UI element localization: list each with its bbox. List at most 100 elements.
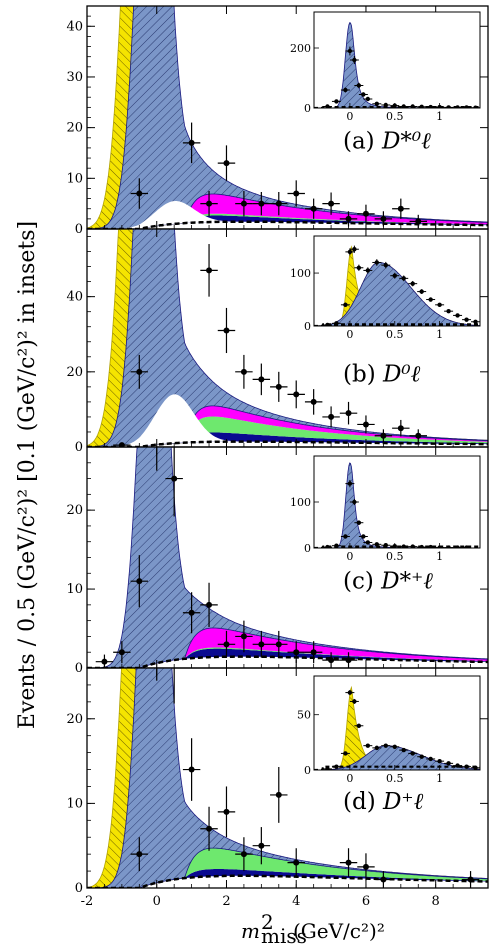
inset-data-point: [417, 544, 427, 548]
data-point: [217, 630, 236, 658]
data-point: [322, 406, 340, 428]
inset-marker: [334, 543, 339, 548]
inset-marker: [428, 104, 433, 108]
data-marker: [258, 376, 265, 383]
panel-label-channel: D⁺ℓ: [382, 789, 424, 815]
navy-component-area: [87, 432, 488, 447]
inset-marker: [365, 268, 371, 273]
inset-marker: [401, 276, 406, 281]
inset-data-point: [426, 756, 436, 762]
y-tick-label: 10: [66, 171, 83, 186]
inset-data-point: [408, 751, 418, 756]
inset-data-point: [363, 743, 373, 748]
data-point: [217, 786, 236, 838]
data-marker: [171, 475, 178, 482]
inset-marker: [365, 743, 371, 748]
x-axis-label: m 2 miss (GeV/c²)²: [241, 910, 385, 948]
inset-marker: [374, 260, 380, 265]
inset-background-line: [314, 106, 480, 108]
data-point: [200, 806, 218, 851]
inset-data-point: [358, 92, 368, 97]
data-point: [165, 0, 182, 1]
inset-marker: [446, 761, 451, 766]
x-axis-label-m: m: [241, 919, 260, 943]
white-component-area: [87, 394, 488, 447]
inset-signal-area: [314, 262, 480, 326]
inset-y-tick-label: 200: [290, 42, 311, 55]
y-tick-label: 0: [75, 222, 83, 237]
inset-marker: [401, 544, 406, 548]
inset-data-point: [381, 743, 391, 748]
data-marker: [275, 383, 282, 390]
inset-data-point: [399, 747, 409, 753]
inset-marker: [365, 96, 371, 102]
panel-c-plot: [87, 447, 488, 668]
data-point: [130, 837, 149, 872]
inset-data-point: [372, 101, 382, 107]
data-marker: [223, 160, 230, 167]
x-axis-label-sup: 2: [261, 910, 274, 934]
inset-x-tick-label: 1: [436, 772, 443, 785]
inset-marker: [392, 273, 397, 278]
panel-d-plot: [87, 668, 488, 888]
panel-label-channel: D⁰ℓ: [382, 362, 421, 388]
data-marker: [136, 368, 143, 375]
inset-marker: [464, 317, 469, 322]
data-marker: [380, 432, 387, 439]
data-marker: [275, 200, 282, 207]
inset-marker: [473, 319, 478, 324]
inset-frame: [313, 675, 481, 771]
data-point: [339, 848, 358, 877]
inset-marker: [464, 545, 469, 548]
data-point: [287, 848, 305, 877]
inset-marker: [428, 756, 433, 762]
data-point: [217, 145, 236, 181]
inset-data-point: [426, 544, 436, 548]
data-marker: [345, 215, 352, 222]
inset-marker: [455, 763, 460, 768]
data-point: [130, 555, 149, 608]
inset-data-point: [399, 275, 409, 282]
inset-c: 0 100 0 0.5 1: [290, 455, 481, 563]
data-marker: [275, 641, 282, 648]
inset-y-tick-label: 50: [297, 709, 311, 722]
inset-marker: [410, 544, 415, 548]
inset-data-point: [349, 55, 359, 65]
data-point: [252, 192, 271, 216]
inset-frame: [313, 11, 481, 109]
data-point: [173, 668, 175, 704]
data-marker: [240, 851, 247, 858]
inset-data-point: [340, 534, 350, 539]
inset-marker: [347, 690, 353, 695]
x-tick-label: 8: [432, 894, 440, 909]
data-point: [392, 419, 410, 437]
inset-marker: [334, 321, 339, 326]
inset-marker: [356, 520, 362, 525]
panel-label-channel: D*⁺ℓ: [380, 568, 433, 594]
data-point: [270, 371, 288, 402]
inset-data-point: [345, 46, 355, 56]
data-point: [130, 354, 149, 389]
inset-marker: [347, 481, 353, 486]
inset-marker: [401, 747, 406, 753]
data-point: [200, 582, 218, 627]
data-marker: [293, 649, 300, 656]
data-point: [252, 827, 271, 865]
data-point: [304, 198, 323, 219]
inset-marker: [455, 105, 460, 108]
data-point: [339, 211, 358, 227]
inset-background-line: [314, 765, 480, 770]
inset-marker: [410, 281, 415, 286]
data-marker: [240, 368, 247, 375]
data-marker: [206, 200, 213, 207]
data-marker: [380, 215, 387, 222]
inset-x-tick-label: 1: [436, 328, 443, 341]
inset-marker: [343, 751, 348, 756]
data-marker: [328, 413, 335, 420]
inset-marker: [419, 289, 424, 294]
inset-marker: [361, 92, 366, 97]
panel-label: (d) D⁺ℓ: [343, 789, 424, 815]
signal-component-area: [87, 229, 488, 447]
data-marker: [397, 205, 404, 212]
inset-marker: [446, 105, 451, 108]
